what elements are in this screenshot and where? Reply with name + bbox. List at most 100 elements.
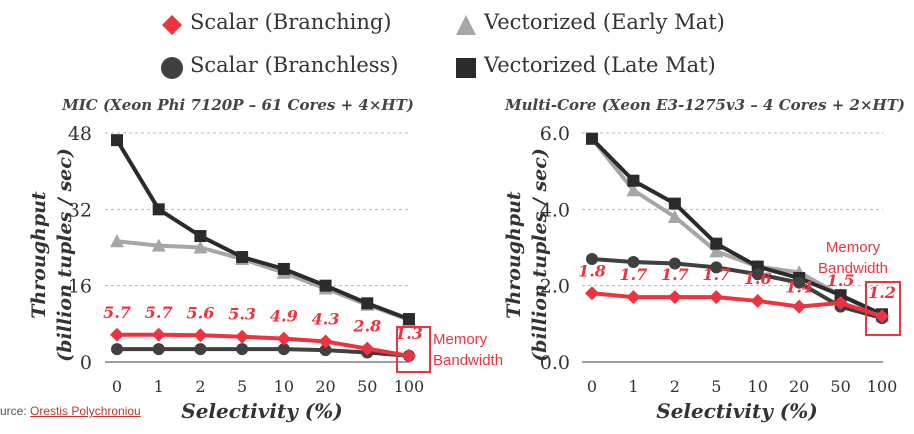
- y-axis-label-line: Throughput: [503, 191, 525, 319]
- data-point: [585, 286, 599, 301]
- data-point: [626, 183, 641, 197]
- data-point: [668, 257, 681, 270]
- x-axis-label: Selectivity (%): [656, 399, 817, 423]
- data-point: [110, 234, 124, 248]
- source-prefix: urce:: [0, 404, 31, 418]
- data-point: [152, 203, 165, 216]
- chart-1: 0 16 32 48 0 1 2 5 10 20 50 100 MIC (Xeon Phi 7120P …: [28, 96, 503, 423]
- data-point: [151, 327, 166, 342]
- data-label: 1.7: [661, 265, 689, 284]
- source-link[interactable]: Orestis Polychroniou: [30, 404, 141, 418]
- x-tick-label: 100: [867, 377, 898, 396]
- data-point: [152, 343, 165, 356]
- data-point: [236, 251, 249, 264]
- chart-title: MIC (Xeon Phi 7120P – 61 Cores + 4×HT): [61, 96, 414, 114]
- x-tick-label: 50: [357, 377, 377, 396]
- triangle-icon: [456, 15, 476, 35]
- legend-label: Scalar (Branchless): [190, 53, 399, 77]
- data-point: [709, 290, 724, 305]
- data-point: [834, 289, 847, 302]
- annotation-text: Bandwidth: [818, 260, 888, 277]
- data-point: [709, 244, 724, 258]
- y-axis-label: Throughput (billion tuples / sec): [28, 148, 76, 362]
- legend: Scalar (Branching) Vectorized (Early Mat…: [0, 0, 914, 90]
- x-tick-label: 100: [394, 377, 425, 396]
- y-tick-label: 6.0: [540, 123, 570, 145]
- data-label: 5.7: [145, 303, 173, 322]
- data-point: [626, 290, 641, 305]
- x-tick-label: 5: [711, 377, 721, 396]
- circle-icon: [161, 57, 183, 79]
- x-axis-label: Selectivity (%): [181, 399, 342, 423]
- x-tick-label: 5: [237, 377, 247, 396]
- x-tick-label: 20: [315, 377, 335, 396]
- data-point: [193, 240, 208, 254]
- y-axis-label-line: (billion tuples / sec): [529, 148, 551, 362]
- x-tick-label: 50: [830, 377, 850, 396]
- data-label: 1.6: [744, 269, 772, 288]
- series-line: [115, 139, 410, 321]
- data-point: [151, 238, 166, 252]
- x-tick-label: 1: [628, 377, 638, 396]
- x-tick-label: 20: [789, 377, 809, 396]
- legend-label: Vectorized (Late Mat): [484, 53, 716, 77]
- data-point: [402, 313, 415, 326]
- data-point: [236, 343, 249, 356]
- data-point: [319, 344, 332, 357]
- diamond-icon: [162, 15, 182, 35]
- legend-label: Scalar (Branching): [190, 10, 392, 34]
- series-line: [117, 332, 410, 358]
- chart-2: 0.0 2.0 4.0 6.0 0 1 2 5 10 20 50 100 Multi-Core (Xeo…: [503, 96, 905, 423]
- x-tick-label: 1: [154, 377, 164, 396]
- source-credit: urce: Orestis Polychroniou: [0, 404, 141, 418]
- data-label: 1.2: [868, 283, 896, 302]
- data-point: [710, 237, 723, 250]
- data-point: [319, 279, 332, 292]
- y-tick-label: 32: [68, 199, 92, 221]
- annotation-text: Bandwidth: [433, 352, 503, 369]
- annotation-text: Memory: [826, 239, 881, 256]
- y-axis-label-line: (billion tuples / sec): [54, 148, 76, 362]
- data-point: [110, 327, 124, 342]
- annotation-text: Memory: [433, 331, 488, 348]
- y-tick-label: 0.0: [540, 352, 570, 374]
- highlight-box: [396, 326, 431, 373]
- data-label: 1.7: [620, 265, 648, 284]
- x-tick-label: 0: [587, 377, 597, 396]
- data-point: [667, 290, 682, 305]
- data-point: [277, 262, 290, 275]
- data-point: [710, 261, 723, 274]
- data-label: 2.8: [352, 317, 381, 336]
- data-point: [750, 293, 765, 308]
- x-tick-label: 10: [748, 377, 768, 396]
- data-point: [793, 276, 806, 289]
- data-point: [792, 299, 807, 314]
- data-label: 5.7: [103, 303, 131, 322]
- data-label: 1.8: [578, 261, 606, 280]
- x-tick-label: 0: [112, 377, 122, 396]
- highlight-box: [865, 281, 901, 336]
- y-axis-label-line: Throughput: [28, 191, 50, 319]
- data-point: [318, 334, 333, 349]
- data-point: [751, 268, 764, 281]
- data-point: [668, 197, 681, 210]
- data-point: [276, 331, 291, 346]
- data-point: [627, 256, 640, 269]
- data-label: 1.3: [395, 324, 423, 343]
- data-point: [667, 209, 682, 223]
- data-label: 1.4: [785, 278, 813, 297]
- chart-title: Multi-Core (Xeon E3-1275v3 – 4 Cores + 2…: [504, 96, 905, 114]
- data-point: [401, 348, 416, 363]
- data-point: [833, 295, 848, 310]
- data-point: [361, 297, 374, 310]
- y-tick-label: 2.0: [540, 276, 570, 298]
- data-point: [194, 230, 207, 243]
- data-point: [111, 343, 123, 356]
- data-label: 4.9: [270, 307, 298, 326]
- data-point: [277, 343, 290, 356]
- data-point: [586, 252, 598, 265]
- x-tick-label: 2: [195, 377, 205, 396]
- series-line: [590, 137, 883, 317]
- y-axis-label: Throughput (billion tuples / sec): [503, 148, 551, 362]
